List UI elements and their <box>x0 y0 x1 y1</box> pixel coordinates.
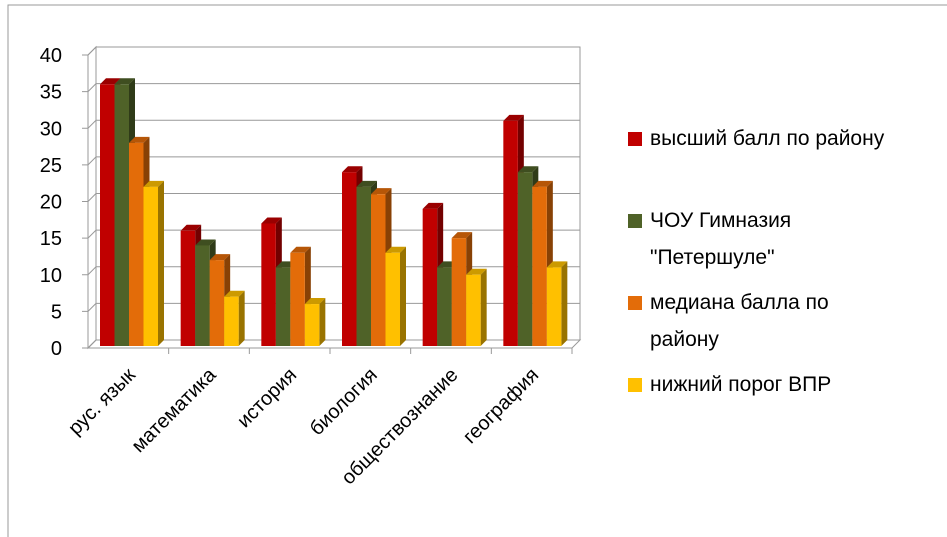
bar-front <box>195 245 210 346</box>
legend-item: медиана балла по району <box>628 284 858 358</box>
legend-label: высший балл по району <box>650 127 885 150</box>
legend-label: медиана балла по району <box>650 291 829 351</box>
bar-top <box>209 254 231 261</box>
bar <box>466 268 487 346</box>
bar-front <box>532 186 547 346</box>
bar-top <box>261 217 282 224</box>
y-tick-label: 5 <box>51 301 62 323</box>
legend-label: ЧОУ Гимназия "Петершуле" <box>650 209 792 269</box>
y-tick-label: 20 <box>40 192 62 214</box>
bar-top <box>451 232 473 239</box>
bar-front <box>466 274 481 346</box>
bar-top <box>100 78 121 85</box>
bar-front <box>371 194 386 346</box>
y-tick-label: 25 <box>40 155 62 177</box>
grid-line-side <box>87 266 97 276</box>
legend-swatch <box>628 214 642 228</box>
bar-side <box>238 290 245 346</box>
bar-front <box>114 84 129 347</box>
bar-front <box>290 252 305 346</box>
bar-front <box>451 238 467 346</box>
grid-line-side <box>87 303 97 312</box>
y-tick-label: 10 <box>40 265 62 287</box>
bar-top <box>371 188 392 195</box>
bar-front <box>224 296 239 346</box>
bar-top <box>195 239 216 246</box>
bar-top <box>422 202 444 209</box>
bar-front <box>503 120 518 346</box>
bar-front <box>517 172 533 346</box>
bar-top <box>290 246 311 253</box>
grid-line-side <box>87 119 97 129</box>
x-tick-label: география <box>459 364 543 448</box>
bar-top <box>224 290 245 297</box>
bar <box>224 290 245 346</box>
grid-line-side <box>87 46 97 56</box>
bar-front <box>356 186 371 346</box>
y-tick-label: 40 <box>40 45 62 67</box>
bar-top <box>546 261 568 268</box>
x-tick-label: математика <box>127 363 221 457</box>
y-tick-label: 0 <box>51 338 62 360</box>
legend-swatch <box>628 296 642 310</box>
legend-item: нижний порог ВПР <box>628 366 928 403</box>
bar-front <box>261 223 276 346</box>
legend-swatch <box>628 132 642 146</box>
bar-top <box>180 224 202 231</box>
bar <box>385 246 406 346</box>
x-tick-label: история <box>233 364 301 432</box>
y-tick-label: 15 <box>40 228 62 250</box>
bar <box>304 298 326 346</box>
bar-top <box>304 298 326 305</box>
bar-side <box>480 268 487 346</box>
bar-top <box>517 166 539 173</box>
bar-side <box>319 298 326 346</box>
bar-top <box>466 268 487 275</box>
bar-top <box>114 78 135 85</box>
bar-front <box>385 252 400 346</box>
bar <box>546 261 568 346</box>
grid-line-side <box>87 83 97 92</box>
bar-side <box>400 246 406 346</box>
grid-line-side <box>87 229 97 239</box>
bar <box>143 180 164 346</box>
x-tick-label: биология <box>306 364 382 440</box>
grid-line-side <box>87 339 97 349</box>
legend-item: ЧОУ Гимназия "Петершуле" <box>628 202 838 276</box>
legend-label: нижний порог ВПР <box>650 373 832 396</box>
bar-front <box>129 142 144 346</box>
bar-top <box>143 180 164 187</box>
bar-front <box>143 186 158 346</box>
legend-item: высший балл по району <box>628 120 928 157</box>
bar-front <box>304 304 320 346</box>
y-tick-label: 30 <box>40 118 62 140</box>
bar-top <box>129 136 150 143</box>
bar-top <box>342 166 363 173</box>
bar-front <box>546 267 562 346</box>
bar-side <box>561 261 568 346</box>
bar-top <box>385 246 406 253</box>
bar-front <box>437 267 452 346</box>
grid-line-side <box>87 193 97 202</box>
bar-front <box>209 260 225 346</box>
frame <box>7 4 947 537</box>
bar-front <box>275 267 291 346</box>
bar-front <box>342 172 357 346</box>
bar-top <box>532 180 553 187</box>
bar-top <box>503 114 524 121</box>
legend-swatch <box>628 378 642 392</box>
bar-top <box>356 180 377 187</box>
bar-front <box>100 84 115 347</box>
bar-front <box>180 230 196 346</box>
x-tick-label: рус. язык <box>64 364 140 440</box>
bar-front <box>422 208 438 346</box>
bar-side <box>158 180 164 346</box>
y-tick-label: 35 <box>40 82 62 104</box>
grid-line-side <box>87 156 97 166</box>
